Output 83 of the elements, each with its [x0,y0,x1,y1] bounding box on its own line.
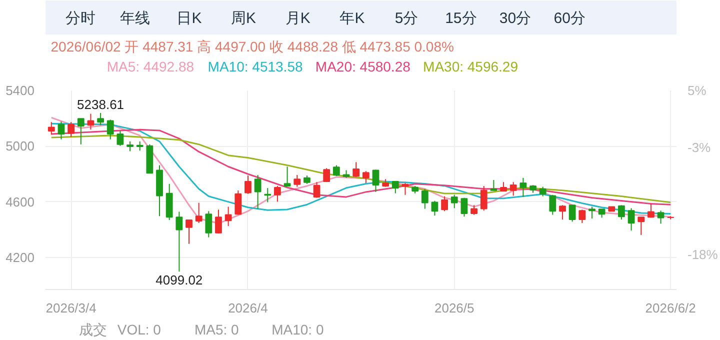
text: 15分 [445,10,477,27]
candlestick [254,174,262,210]
candlestick [116,130,124,146]
text: 月K [285,10,310,27]
candlestick [450,194,458,209]
candlestick [77,118,84,145]
candlestick [274,185,281,202]
text: MA10: 4513.58 [208,58,303,74]
candlestick [68,122,75,138]
candlestick [549,194,556,216]
y2-tick-label: -18% [688,247,718,262]
candlestick [618,204,625,220]
text: 2026/06/02 开 4487.31 高 4497.00 收 4488.28 低 4473.85 0.08% [50,38,454,54]
candlestick [568,204,576,222]
y-tick-label: 4200 [6,250,34,265]
text: MA30: 4596.29 [423,58,518,74]
candlestick [58,121,65,140]
annotation: 4099.02 [156,272,203,288]
candlestick [392,180,399,194]
candlestick [352,162,360,178]
text: 成交 [78,322,107,338]
candlestick [87,113,94,130]
text: 年K [340,10,365,27]
candlestick [224,206,232,227]
candlestick [441,196,448,212]
text: 日K [176,10,202,27]
candlestick [421,188,428,210]
candlestick [362,170,370,184]
text: MA5: 4492.88 [106,58,194,74]
candlestick [97,112,104,126]
text: 60分 [554,10,586,27]
candlestick [205,210,212,238]
candlestick [215,209,222,234]
candlestick [372,169,380,192]
x-tick-label: 2026/6/2 [645,300,696,316]
candlestick [106,119,114,140]
candlestick [332,164,340,177]
candlestick [176,211,183,272]
text: 年线 [120,10,150,27]
candlestick [470,204,478,216]
candlestick [480,185,488,212]
candlestick [323,168,330,183]
candlestick [431,200,438,216]
y2-tick-label: 5% [688,83,707,98]
candlestick [195,202,202,224]
candlestick [166,183,173,221]
text: MA20: 4580.28 [315,58,411,74]
candlestick [284,166,291,186]
y2-tick-label: -3% [688,140,712,156]
text: 分时 [66,10,96,27]
candlestick [126,140,134,152]
candlestick [588,206,596,220]
candlestick [460,197,468,218]
text: MA5: 0 [194,322,240,338]
text: 周K [231,10,256,27]
candlestick [578,209,586,224]
candlestick [136,140,144,152]
candlestick [647,203,654,218]
x-tick-label: 2026/3/4 [46,300,96,316]
x-tick-label: 2026/5 [434,300,474,316]
candlestick [559,204,566,220]
candlestick [48,122,55,136]
candlestick [313,182,320,198]
candlestick [539,186,546,197]
candlestick [657,210,664,224]
candlestick [510,182,517,196]
candlestick [244,175,252,194]
candlestick [234,190,242,216]
text: MA10: 0 [272,322,324,338]
y-tick-label: 5400 [6,83,34,98]
candlestick [520,177,527,198]
text: 30分 [499,10,532,27]
text: VOL: 0 [117,322,162,338]
annotation: 5238.61 [77,96,124,112]
x-tick-label: 2026/4 [228,300,268,316]
candlestick [294,174,301,188]
candlestick [186,220,192,244]
y-tick-label: 5000 [6,138,34,154]
candlestick [490,179,498,191]
candlestick [628,208,635,231]
candlestick [638,216,645,236]
text: 5分 [394,10,418,27]
y-tick-label: 4600 [6,194,34,210]
